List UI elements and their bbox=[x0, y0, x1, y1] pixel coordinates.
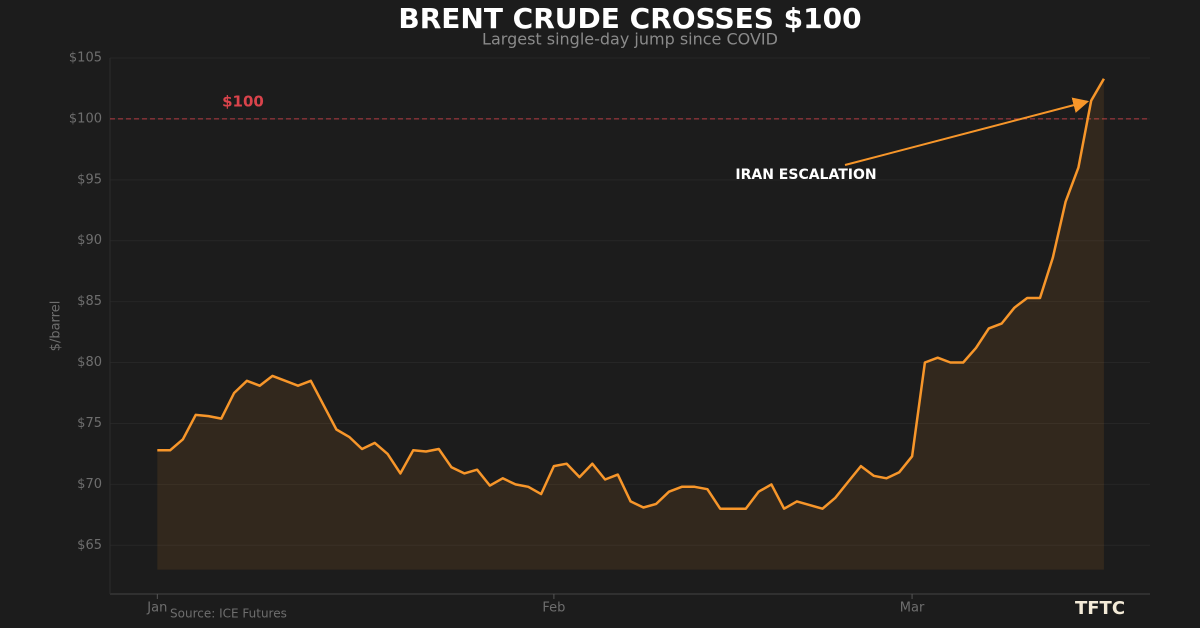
y-tick-label: $75 bbox=[77, 416, 102, 431]
y-tick-label: $100 bbox=[69, 111, 102, 126]
line bbox=[157, 78, 1105, 510]
y-tick-label: $70 bbox=[77, 477, 102, 492]
y-tick-label: $90 bbox=[77, 233, 102, 248]
x-tick-label: Jan bbox=[146, 601, 167, 616]
y-tick-label: $105 bbox=[69, 51, 102, 66]
x-tick-label: Mar bbox=[900, 601, 925, 616]
y-tick-label: $80 bbox=[77, 355, 102, 370]
chart-subtitle: Largest single-day jump since COVID bbox=[482, 30, 778, 49]
area bbox=[157, 78, 1104, 570]
chart-title: BRENT CRUDE CROSSES $100 bbox=[398, 2, 861, 35]
annotation-arrow bbox=[844, 97, 1090, 166]
reference-label: $100 bbox=[222, 92, 264, 110]
annotation-text: IRAN ESCALATION bbox=[735, 167, 876, 183]
logo: TFTC bbox=[1075, 598, 1125, 619]
source: Source: ICE Futures bbox=[170, 607, 287, 621]
y-tick-label: $95 bbox=[77, 172, 102, 187]
y-axis-label: $/barrel bbox=[49, 301, 64, 352]
x-tick-label: Feb bbox=[542, 601, 565, 616]
y-tick-label: $65 bbox=[77, 538, 102, 553]
y-tick-label: $85 bbox=[77, 294, 102, 309]
